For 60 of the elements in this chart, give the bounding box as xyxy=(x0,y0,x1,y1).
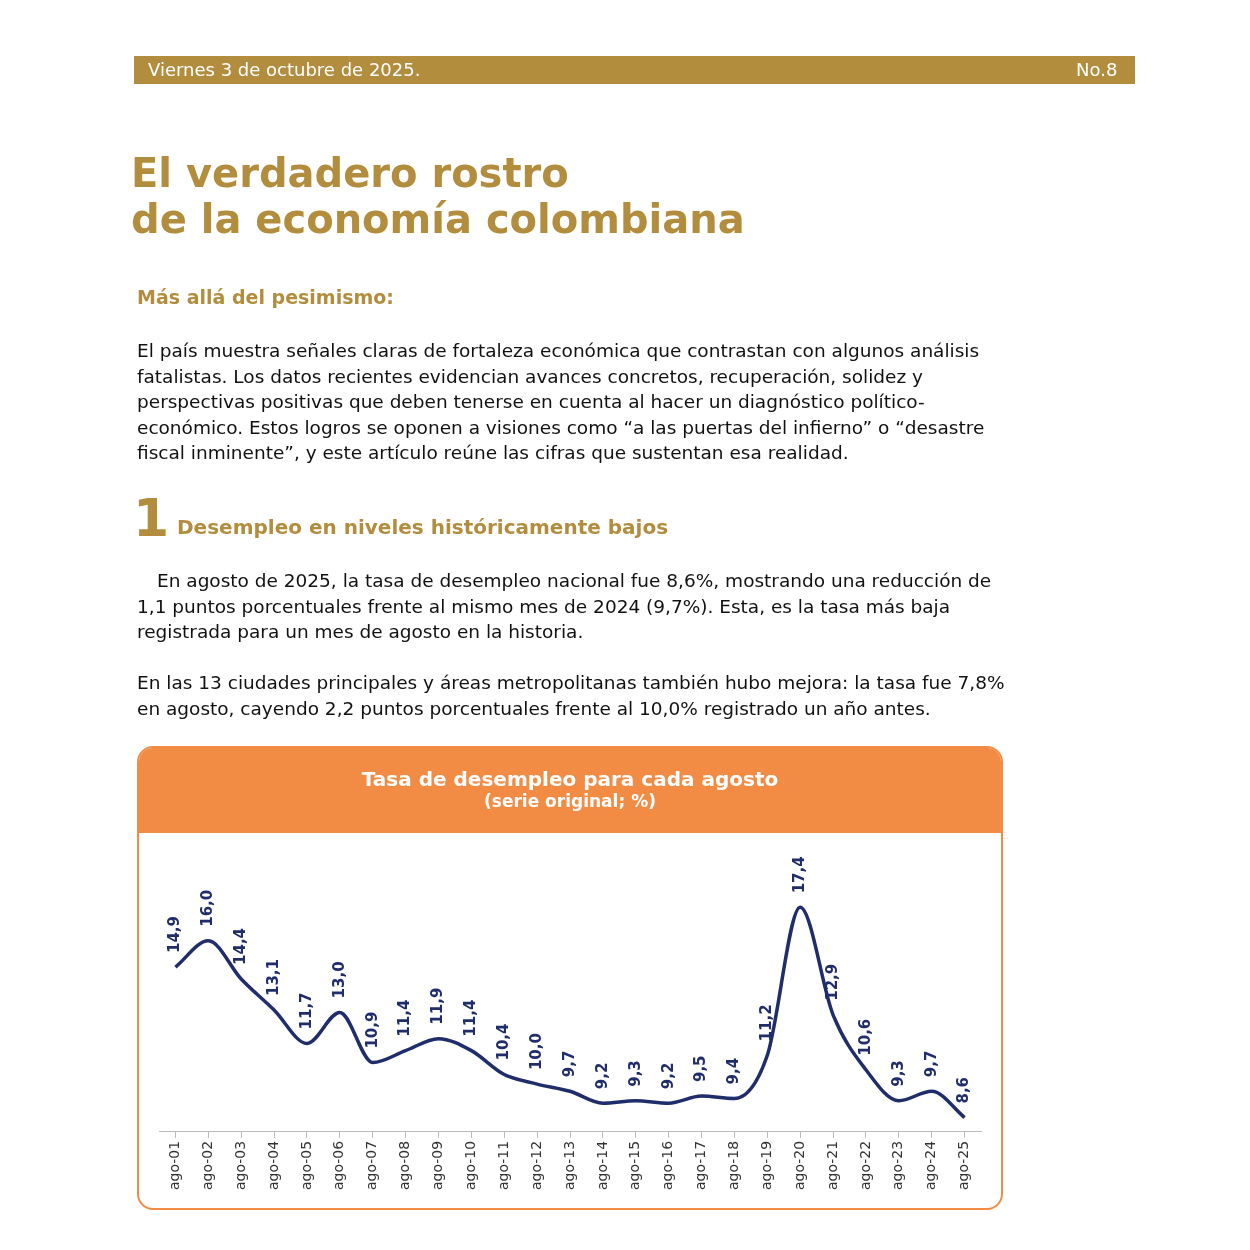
x-tick-label: ago-05 xyxy=(297,1140,314,1191)
x-tick-label: ago-22 xyxy=(856,1140,873,1191)
x-tick-label: ago-23 xyxy=(889,1140,906,1191)
data-label: 9,5 xyxy=(691,1055,710,1083)
x-tick-label: ago-06 xyxy=(330,1140,347,1191)
data-label: 11,2 xyxy=(757,1004,776,1042)
x-tick-label: ago-13 xyxy=(560,1140,577,1191)
data-label: 9,3 xyxy=(625,1060,644,1087)
text: 1 xyxy=(133,488,170,548)
data-label: 9,7 xyxy=(559,1050,578,1078)
data-label: 9,4 xyxy=(724,1057,743,1085)
x-tick-label: ago-15 xyxy=(626,1140,643,1191)
data-label: 11,4 xyxy=(461,999,480,1037)
x-tick-label: ago-07 xyxy=(363,1140,380,1191)
text: El país muestra señales claras de fortaleza económica que contrastan con algunos análisis fatalistas. Los datos recientes evidencian avances concretos, recuperación, solidez y perspectivas positivas que deben tenerse en cuenta al hacer un diagnóstico político-económico. Estos logros se oponen a visiones como “a las puertas del infierno” o “desastre fiscal inminente”, y este artículo reúne las cifras que sustentan esa realidad. xyxy=(137,339,986,465)
data-label: 11,4 xyxy=(395,999,414,1037)
data-label: 17,4 xyxy=(790,856,809,894)
data-label: 9,2 xyxy=(658,1062,677,1090)
data-label: 10,4 xyxy=(494,1023,513,1061)
data-label: 10,9 xyxy=(362,1011,381,1049)
x-tick-label: ago-08 xyxy=(396,1140,413,1191)
x-tick-label: ago-02 xyxy=(198,1140,215,1191)
x-tick-label: ago-21 xyxy=(823,1140,840,1191)
text: Más allá del pesimismo: xyxy=(137,286,394,308)
data-label: 10,6 xyxy=(855,1018,874,1056)
chart-title: Tasa de desempleo para cada agosto xyxy=(360,766,780,791)
x-tick-label: ago-11 xyxy=(494,1140,511,1191)
x-tick-label: ago-10 xyxy=(462,1140,478,1191)
x-tick-label: ago-20 xyxy=(790,1140,807,1191)
text: El verdadero rostro de la economía colombiana xyxy=(131,150,745,242)
data-label: 13,1 xyxy=(263,959,282,997)
x-tick-label: ago-16 xyxy=(659,1140,676,1191)
data-label: 11,9 xyxy=(428,987,447,1025)
x-tick-label: ago-17 xyxy=(692,1140,709,1191)
x-tick-label: ago-19 xyxy=(757,1140,774,1191)
text: Desempleo en niveles históricamente bajos xyxy=(177,515,669,539)
x-tick-label: ago-18 xyxy=(725,1140,742,1191)
text: En agosto de 2025, la tasa de desempleo nacional fue 8,6%, mostrando una reducción de 1,1 puntos porcentuales frente al mismo mes de 2024 (9,7%). Esta, es la tasa más baja registrada para un mes de agosto en la historia. xyxy=(137,569,993,644)
data-label: 9,3 xyxy=(888,1060,907,1087)
x-tick-label: ago-03 xyxy=(231,1140,248,1191)
x-tick-label: ago-25 xyxy=(955,1140,972,1191)
data-label: 8,6 xyxy=(954,1076,973,1104)
x-tick-label: ago-12 xyxy=(527,1140,544,1191)
x-tick-label: ago-14 xyxy=(593,1140,610,1191)
data-label: 10,0 xyxy=(527,1033,546,1071)
x-tick-label: ago-04 xyxy=(264,1140,281,1191)
data-label: 13,0 xyxy=(329,961,348,999)
x-tick-label: ago-01 xyxy=(166,1140,183,1191)
data-label: 9,2 xyxy=(592,1062,611,1090)
data-label: 14,9 xyxy=(165,916,184,954)
text: Viernes 3 de octubre de 2025. xyxy=(148,58,421,82)
data-label: 16,0 xyxy=(198,889,217,927)
chart-subtitle: (serie original; %) xyxy=(483,791,657,811)
data-label: 11,7 xyxy=(296,992,315,1030)
data-label: 9,7 xyxy=(921,1050,940,1078)
text: En las 13 ciudades principales y áreas metropolitanas también hubo mejora: la tasa fue 7,8% en agosto, cayendo 2,2 puntos porcentuales frente al 10,0% registrado un año antes. xyxy=(137,671,1006,721)
x-tick-label: ago-24 xyxy=(922,1140,939,1191)
data-label: 14,4 xyxy=(231,927,250,965)
text: No.8 xyxy=(1076,58,1118,82)
x-tick-label: ago-09 xyxy=(429,1140,446,1191)
